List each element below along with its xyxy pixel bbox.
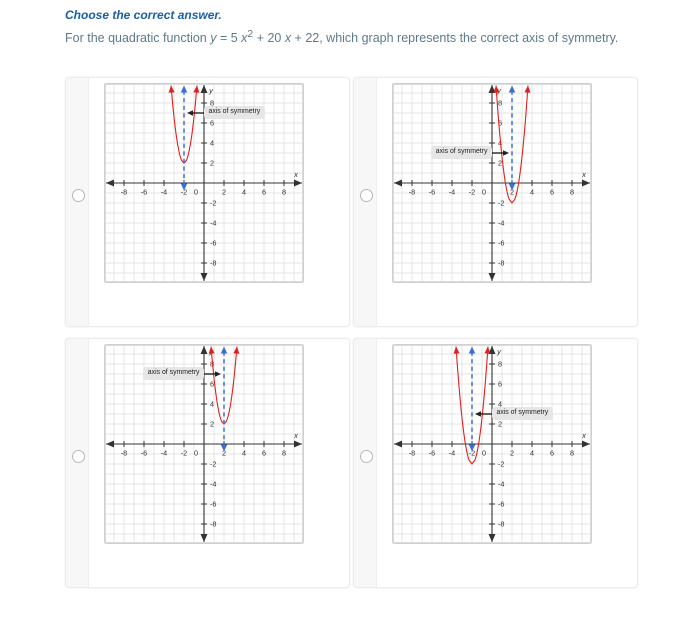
svg-text:2: 2 xyxy=(498,159,502,168)
svg-text:2: 2 xyxy=(510,449,514,458)
svg-text:-8: -8 xyxy=(121,449,128,458)
svg-text:0: 0 xyxy=(482,449,486,458)
svg-text:-4: -4 xyxy=(210,480,217,489)
svg-text:0: 0 xyxy=(194,188,198,197)
svg-text:6: 6 xyxy=(550,449,554,458)
svg-text:-8: -8 xyxy=(409,188,416,197)
svg-text:-6: -6 xyxy=(498,500,505,509)
svg-text:x: x xyxy=(293,170,298,179)
svg-text:x: x xyxy=(293,431,298,440)
svg-text:-4: -4 xyxy=(498,480,505,489)
svg-text:-2: -2 xyxy=(469,188,476,197)
svg-text:2: 2 xyxy=(210,420,214,429)
svg-text:6: 6 xyxy=(262,449,266,458)
svg-text:-4: -4 xyxy=(210,219,217,228)
svg-text:-8: -8 xyxy=(498,520,505,529)
svg-text:4: 4 xyxy=(210,139,214,148)
svg-text:-4: -4 xyxy=(498,219,505,228)
svg-text:8: 8 xyxy=(282,449,286,458)
svg-text:y: y xyxy=(208,86,214,95)
svg-text:-6: -6 xyxy=(141,188,148,197)
svg-text:-2: -2 xyxy=(498,199,505,208)
svg-text:2: 2 xyxy=(498,420,502,429)
svg-text:y: y xyxy=(496,347,502,356)
svg-text:-4: -4 xyxy=(161,188,168,197)
svg-text:0: 0 xyxy=(482,188,486,197)
svg-text:-8: -8 xyxy=(210,520,217,529)
svg-text:8: 8 xyxy=(570,188,574,197)
svg-text:-6: -6 xyxy=(210,239,217,248)
svg-text:8: 8 xyxy=(498,360,502,369)
svg-text:x: x xyxy=(581,431,586,440)
svg-text:-6: -6 xyxy=(429,188,436,197)
svg-text:-2: -2 xyxy=(181,449,188,458)
svg-text:-6: -6 xyxy=(141,449,148,458)
svg-text:4: 4 xyxy=(530,449,534,458)
svg-text:-6: -6 xyxy=(210,500,217,509)
svg-text:-4: -4 xyxy=(449,188,456,197)
svg-text:6: 6 xyxy=(262,188,266,197)
svg-text:6: 6 xyxy=(210,119,214,128)
svg-text:-8: -8 xyxy=(121,188,128,197)
svg-text:4: 4 xyxy=(210,400,214,409)
svg-text:-6: -6 xyxy=(498,239,505,248)
svg-text:-4: -4 xyxy=(449,449,456,458)
svg-text:4: 4 xyxy=(530,188,534,197)
svg-text:4: 4 xyxy=(242,449,246,458)
svg-text:-8: -8 xyxy=(409,449,416,458)
svg-text:-2: -2 xyxy=(210,460,217,469)
svg-text:-8: -8 xyxy=(210,259,217,268)
svg-text:-8: -8 xyxy=(498,259,505,268)
svg-text:-2: -2 xyxy=(498,460,505,469)
svg-text:8: 8 xyxy=(498,99,502,108)
svg-text:-6: -6 xyxy=(429,449,436,458)
svg-text:2: 2 xyxy=(222,188,226,197)
svg-text:2: 2 xyxy=(210,159,214,168)
svg-text:-4: -4 xyxy=(161,449,168,458)
svg-text:4: 4 xyxy=(242,188,246,197)
svg-text:x: x xyxy=(581,170,586,179)
svg-text:6: 6 xyxy=(550,188,554,197)
svg-text:6: 6 xyxy=(498,380,502,389)
svg-text:6: 6 xyxy=(210,380,214,389)
svg-text:8: 8 xyxy=(282,188,286,197)
svg-text:-2: -2 xyxy=(210,199,217,208)
svg-text:0: 0 xyxy=(194,449,198,458)
svg-text:8: 8 xyxy=(570,449,574,458)
